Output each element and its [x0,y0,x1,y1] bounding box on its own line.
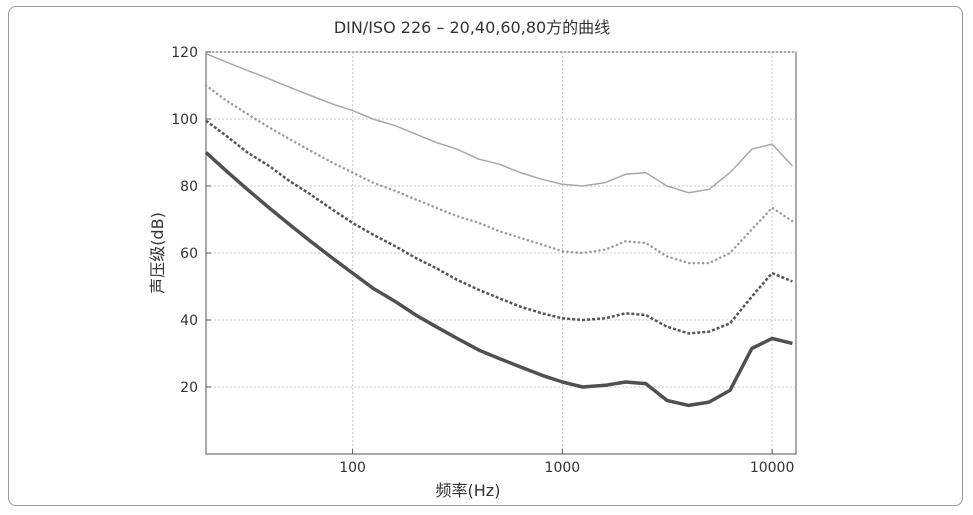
y-ticks: 20 40 60 80 100 120 [171,45,211,396]
series-line-1 [205,53,793,194]
grid-lines [206,51,796,454]
series-layer [204,53,794,408]
y-axis-label: 声压级(dB) [148,212,167,294]
y-tick-label: 40 [180,313,198,329]
y-tick-label: 120 [171,45,198,61]
y-tick-label: 80 [180,179,198,195]
x-tick-label: 10000 [750,460,795,476]
chart-title: DIN/ISO 226 – 20,40,60,80方的曲线 [334,18,610,37]
series-line-4 [204,151,793,408]
x-tick-label: 100 [339,460,366,476]
plot-area [205,51,797,455]
x-tick-label: 1000 [545,460,581,476]
x-ticks: 100 1000 10000 [339,449,794,476]
y-tick-label: 60 [180,246,198,262]
y-tick-label: 100 [171,112,198,128]
x-axis-label: 频率(Hz) [436,481,501,500]
series-line-2 [204,84,794,265]
y-tick-label: 20 [180,380,198,396]
